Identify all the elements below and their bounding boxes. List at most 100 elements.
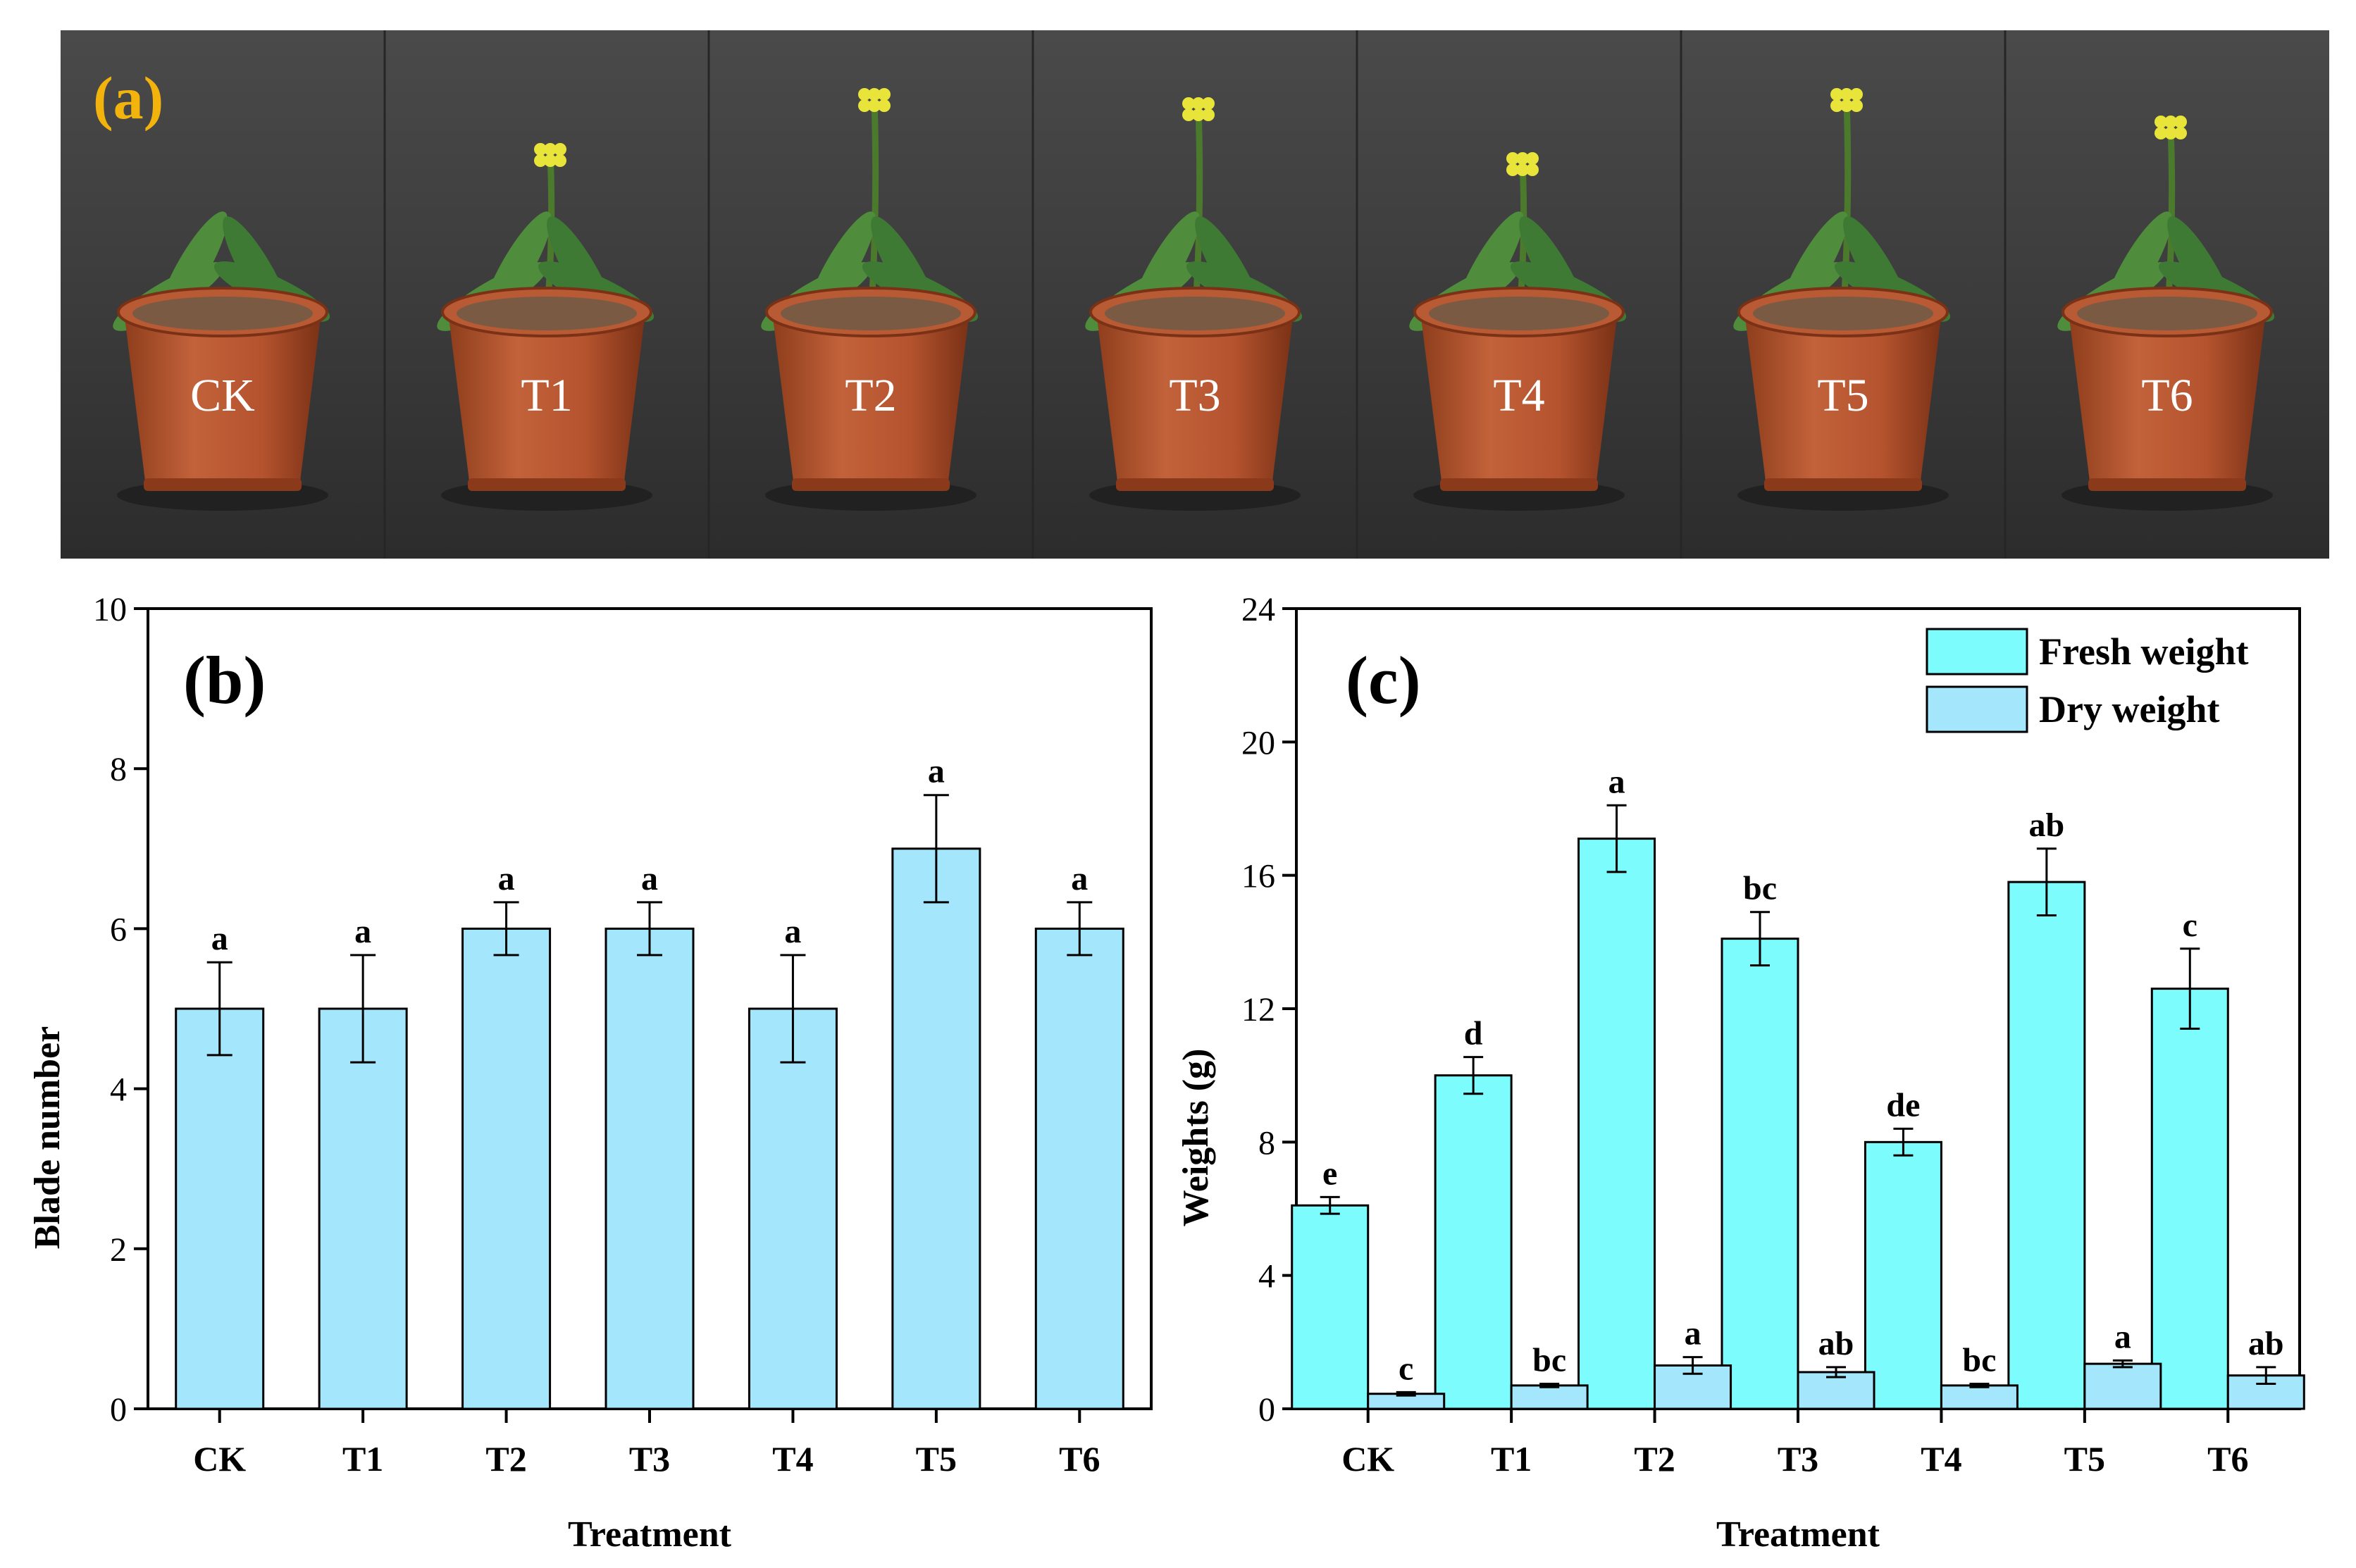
x-tick-label: CK bbox=[1341, 1439, 1394, 1479]
flower bbox=[1182, 97, 1195, 110]
significance-letter: a bbox=[1685, 1315, 1701, 1352]
pot-t5: T5 bbox=[1733, 88, 1951, 511]
x-axis-title-b: Treatment bbox=[568, 1514, 732, 1555]
legend-label-fresh: Fresh weight bbox=[2039, 630, 2248, 673]
pot-soil bbox=[132, 297, 313, 330]
pot-body bbox=[1096, 312, 1294, 481]
chart-blade-number: 0 2 4 6 8 10 CK T1 T2 T3 T4 T5 T6 a a a a a a a (b) Treat… bbox=[27, 591, 1153, 1555]
bar bbox=[1720, 938, 1799, 1410]
x-tick-label: T2 bbox=[1634, 1439, 1675, 1479]
bar bbox=[1291, 1204, 1370, 1410]
significance-letter: bc bbox=[1532, 1342, 1566, 1379]
pot-body bbox=[772, 312, 969, 481]
flower bbox=[1202, 97, 1215, 110]
bar bbox=[175, 1007, 265, 1410]
significance-letter: a bbox=[2114, 1318, 2131, 1355]
pot-saucer bbox=[1764, 478, 1922, 491]
flower bbox=[2164, 116, 2177, 128]
pot-label: T2 bbox=[845, 370, 896, 421]
significance-letter: a bbox=[641, 860, 658, 897]
pot-body bbox=[124, 312, 321, 481]
bar bbox=[748, 1007, 838, 1410]
x-tick-label: T1 bbox=[342, 1439, 383, 1479]
x-tick-label: T5 bbox=[2064, 1439, 2105, 1479]
legend-label-dry: Dry weight bbox=[2039, 688, 2219, 730]
significance-letter: ab bbox=[2029, 807, 2065, 844]
panel-label-c: (c) bbox=[1346, 642, 1421, 718]
flower bbox=[2154, 127, 2167, 139]
flower bbox=[1506, 163, 1519, 176]
x-tick-label: T1 bbox=[1491, 1439, 1532, 1479]
x-tick-label: T4 bbox=[772, 1439, 813, 1479]
bar bbox=[1034, 927, 1124, 1410]
x-axis-title-c: Treatment bbox=[1716, 1514, 1880, 1555]
panel-label-a: (a) bbox=[93, 64, 163, 132]
flower bbox=[544, 143, 557, 156]
y-tick-label: 6 bbox=[110, 911, 127, 948]
flower bbox=[534, 154, 547, 167]
panel-label-b: (b) bbox=[183, 642, 266, 718]
bar bbox=[1797, 1371, 1876, 1410]
flower bbox=[1506, 152, 1519, 165]
x-tick-label: T6 bbox=[2207, 1439, 2248, 1479]
pot-t6: T6 bbox=[2057, 116, 2275, 511]
flower bbox=[2174, 116, 2187, 128]
pot-soil bbox=[781, 297, 961, 330]
significance-letter: a bbox=[928, 753, 945, 790]
y-tick-label: 8 bbox=[1258, 1124, 1275, 1162]
flower bbox=[2174, 127, 2187, 139]
pot-soil bbox=[1105, 297, 1285, 330]
pot-label: T3 bbox=[1169, 370, 1220, 421]
pot-saucer bbox=[144, 478, 302, 491]
flower bbox=[1840, 88, 1853, 101]
flower bbox=[858, 88, 871, 101]
pot-body bbox=[1420, 312, 1618, 481]
pot-saucer bbox=[1116, 478, 1274, 491]
pot-t3: T3 bbox=[1085, 97, 1303, 511]
significance-letter: d bbox=[1464, 1015, 1483, 1052]
x-axis-b: CK T1 T2 T3 T4 T5 T6 bbox=[193, 1409, 1100, 1479]
flower bbox=[1830, 88, 1843, 101]
y-tick-label: 10 bbox=[93, 591, 127, 628]
photo-panel: CK T1 T2 T3 T4 T5 T6 (a) bbox=[61, 30, 2329, 559]
flower bbox=[554, 154, 566, 167]
bar bbox=[2083, 1362, 2162, 1410]
pot-soil bbox=[1429, 297, 1609, 330]
x-tick-label: CK bbox=[193, 1439, 246, 1479]
y-axis-b: 0 2 4 6 8 10 bbox=[93, 591, 148, 1429]
significance-letter: c bbox=[2183, 907, 2197, 944]
pot-ck: CK bbox=[113, 211, 330, 511]
y-tick-label: 16 bbox=[1241, 858, 1275, 895]
y-axis-title-b: Blade number bbox=[27, 1026, 68, 1249]
pot-label: T1 bbox=[521, 370, 572, 421]
flower bbox=[1192, 108, 1205, 121]
flower bbox=[2154, 116, 2167, 128]
y-tick-label: 2 bbox=[110, 1231, 127, 1269]
significance-letter: bc bbox=[1743, 870, 1777, 907]
y-tick-label: 8 bbox=[110, 751, 127, 788]
y-tick-label: 4 bbox=[110, 1071, 127, 1109]
flower bbox=[1192, 97, 1205, 110]
pot-saucer bbox=[792, 478, 950, 491]
flower bbox=[1526, 163, 1539, 176]
significance-letter: a bbox=[354, 913, 371, 950]
pot-t4: T4 bbox=[1409, 152, 1627, 511]
significance-letter: ab bbox=[2248, 1325, 2284, 1362]
x-tick-label: T5 bbox=[916, 1439, 957, 1479]
legend-swatch-dry bbox=[1926, 685, 2028, 733]
bar bbox=[1577, 838, 1656, 1410]
x-tick-label: T3 bbox=[629, 1439, 670, 1479]
x-tick-label: T6 bbox=[1059, 1439, 1100, 1479]
pot-soil bbox=[2077, 297, 2257, 330]
flower bbox=[868, 88, 881, 101]
flower bbox=[1840, 99, 1853, 112]
flower bbox=[534, 143, 547, 156]
bar bbox=[1434, 1074, 1513, 1410]
flower bbox=[1516, 152, 1529, 165]
x-tick-label: T3 bbox=[1778, 1439, 1818, 1479]
y-tick-label: 0 bbox=[110, 1391, 127, 1429]
pot-soil bbox=[457, 297, 637, 330]
flower bbox=[554, 143, 566, 156]
y-axis-title-c: Weights (g) bbox=[1176, 1049, 1216, 1227]
